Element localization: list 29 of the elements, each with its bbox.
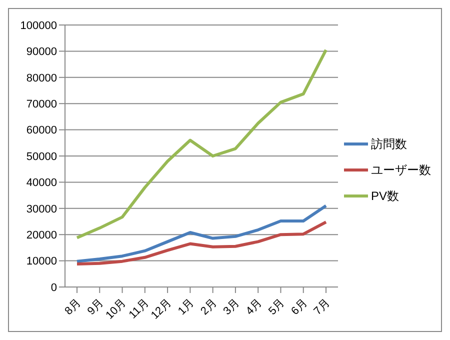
y-tick-label: 90000 [26,46,57,58]
y-tick-label: 60000 [26,124,57,137]
line-series [76,48,328,240]
x-tick-label: 5月 [266,296,288,318]
legend-label: ユーザー数 [371,162,431,179]
y-tick-label: 70000 [26,98,57,111]
x-tick-label: 4月 [244,296,264,318]
y-tick-label: 20000 [26,230,57,242]
x-tick-label: 2月 [198,296,220,318]
legend-label: PV数 [371,188,400,205]
x-tick-label: 7月 [312,296,332,318]
x-tick-label: 12月 [148,296,174,322]
x-tick-label: 6月 [289,296,310,318]
y-tick-label: 40000 [26,177,57,190]
y-tick-label: 0 [50,282,57,294]
x-tick-label: 3月 [221,296,242,318]
line-series [76,220,328,266]
x-tick-label: 1月 [176,296,197,318]
x-tick-label: 9月 [85,296,106,318]
x-tick-label: 8月 [62,296,84,318]
y-tick-label: 80000 [26,72,57,84]
y-tick-label: 100000 [20,20,57,32]
x-tick-label: 10月 [104,296,129,322]
y-tick-label: 50000 [26,150,57,163]
line-series [76,204,328,263]
y-tick-label: 30000 [26,203,57,216]
y-tick-label: 10000 [26,256,57,268]
legend-label: 訪問数 [371,136,407,153]
x-tick-label: 11月 [126,296,152,322]
